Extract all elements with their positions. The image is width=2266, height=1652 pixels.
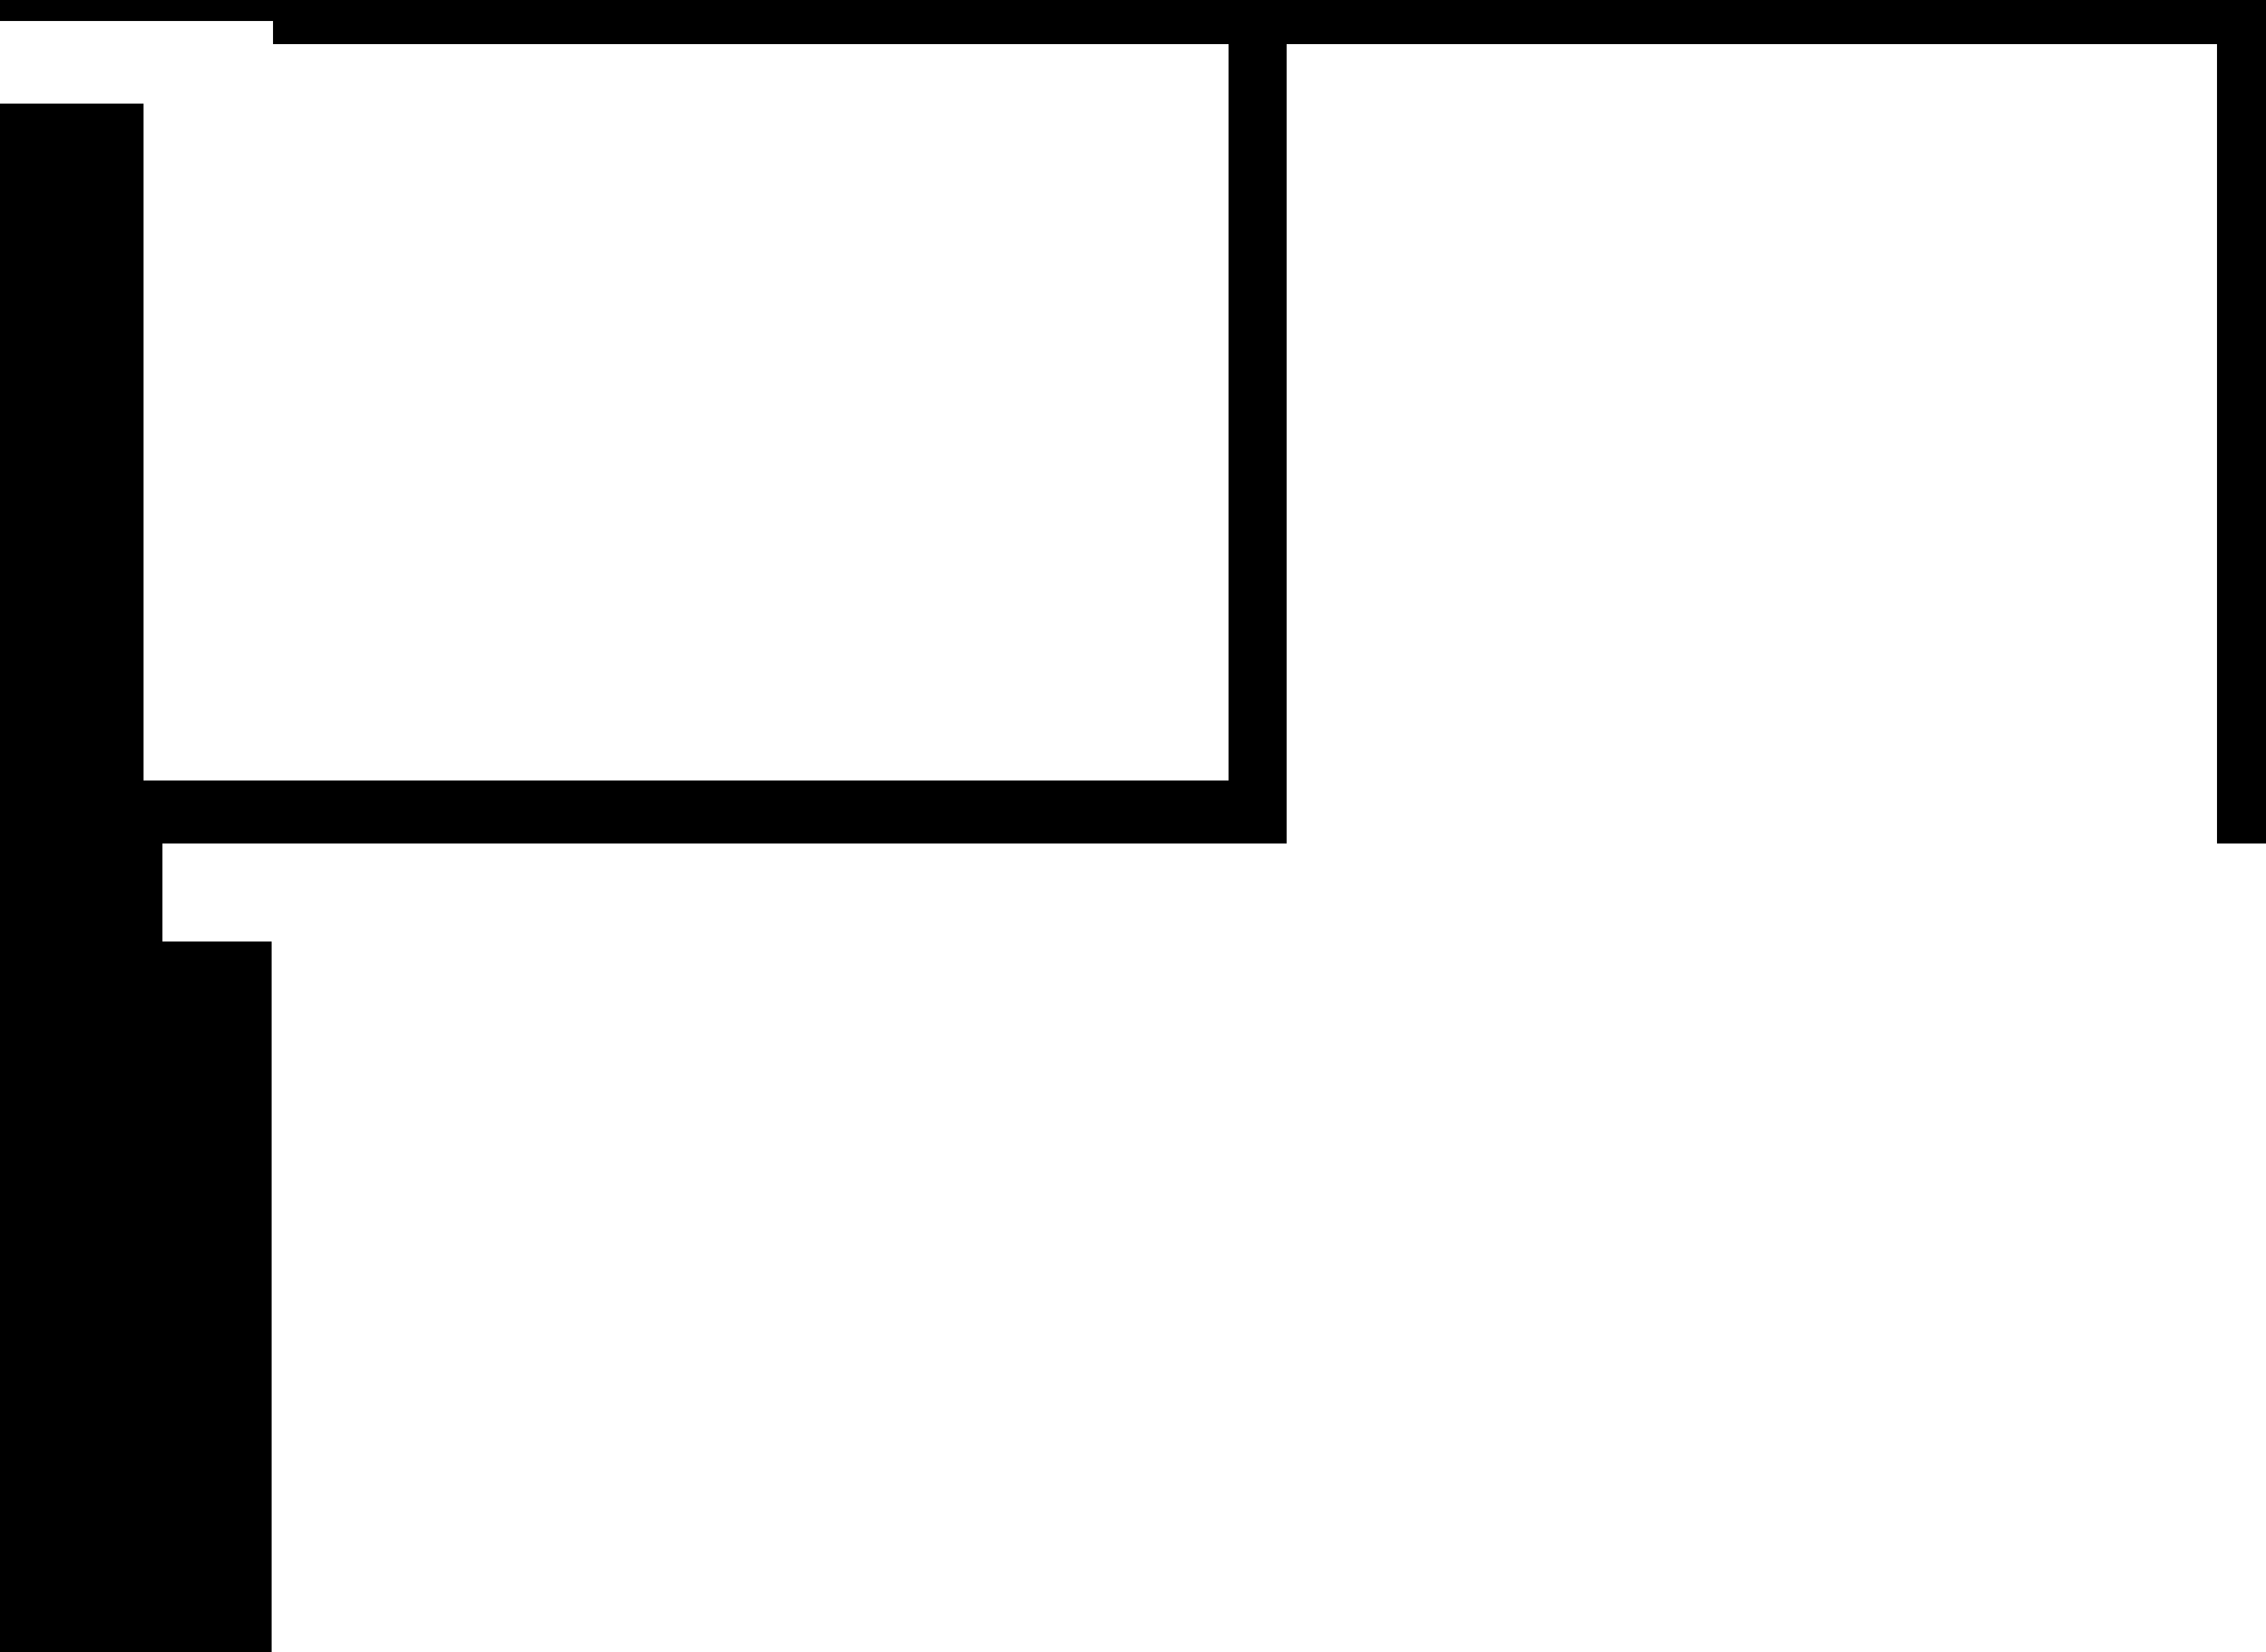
panel-a-structure-box [144,44,1229,780]
panel-b-box [272,844,2266,1652]
bar-chart-box [1287,44,2217,846]
